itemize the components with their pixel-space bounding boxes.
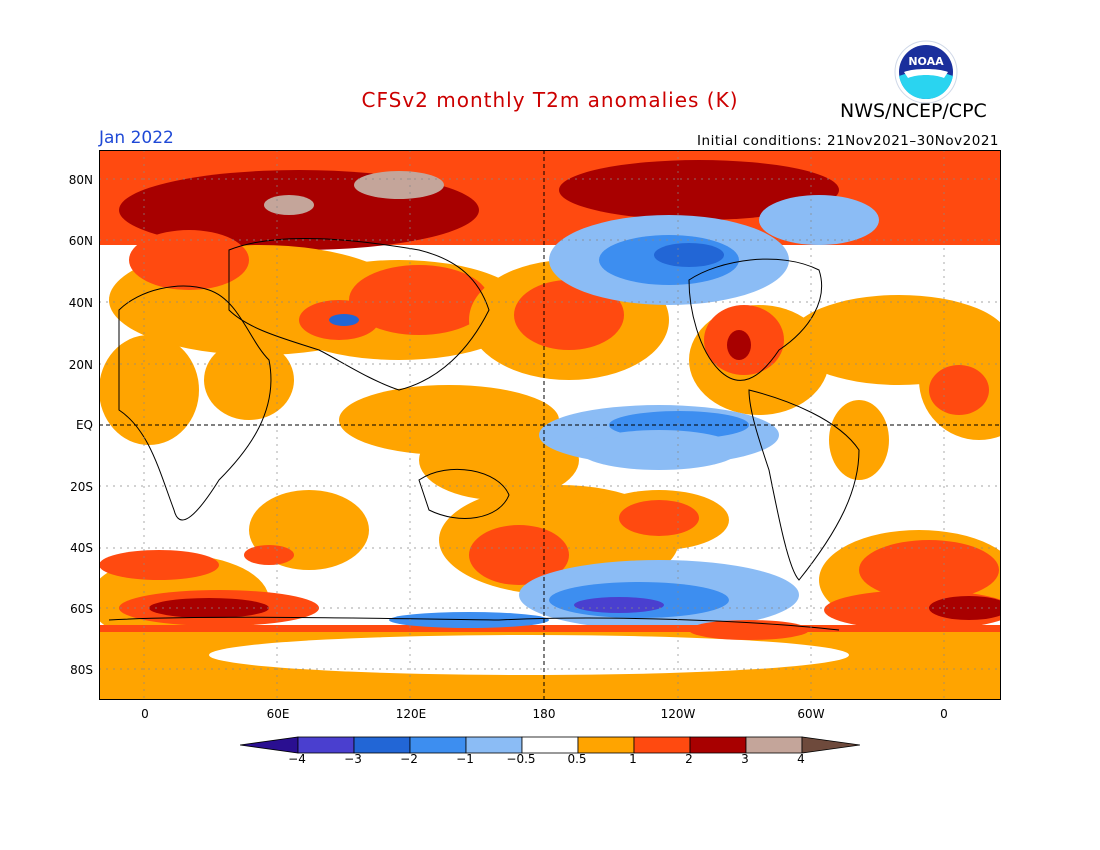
agency-label: NWS/NCEP/CPC	[840, 100, 987, 122]
color-scale-bar	[240, 736, 860, 754]
anomaly-map	[99, 150, 1001, 700]
scale-label: −3	[344, 752, 362, 766]
scale-label: 3	[741, 752, 749, 766]
map-title: CFSv2 monthly T2m anomalies (K)	[361, 88, 739, 112]
scale-segment	[465, 736, 523, 754]
coastlines	[108, 237, 860, 631]
noaa-logo-icon: NOAA	[894, 40, 958, 104]
scale-segment	[353, 736, 411, 754]
lon-label: 0	[940, 707, 948, 721]
lat-label: 60S	[70, 602, 93, 616]
lat-label: 40S	[70, 541, 93, 555]
valid-month-label: Jan 2022	[99, 128, 174, 148]
scale-label: 0.5	[567, 752, 587, 766]
greenland-hot-region	[559, 160, 839, 220]
lat-label: 40N	[68, 296, 93, 310]
scale-label: −4	[288, 752, 306, 766]
scale-label: 4	[797, 752, 805, 766]
lat-label: 20N	[68, 358, 93, 372]
scale-label: −0.5	[506, 752, 536, 766]
scale-label: −2	[400, 752, 418, 766]
lat-label: 20S	[70, 480, 93, 494]
scale-arrow-low	[240, 736, 299, 754]
scale-segment	[521, 736, 579, 754]
lon-label: 0	[141, 707, 149, 721]
scale-segment	[409, 736, 467, 754]
scale-label: 2	[685, 752, 693, 766]
scale-arrow-high	[801, 736, 860, 754]
lon-label: 60W	[797, 707, 825, 721]
scale-segment	[297, 736, 355, 754]
lat-label: 80N	[68, 173, 93, 187]
initial-conditions-label: Initial conditions: 21Nov2021–30Nov2021	[697, 133, 999, 149]
lat-label: 60N	[68, 234, 93, 248]
lat-label: EQ	[75, 418, 93, 432]
lon-label: 120E	[395, 707, 427, 721]
lat-label: 80S	[70, 663, 93, 677]
lon-label: 60E	[266, 707, 290, 721]
scale-label: −1	[456, 752, 474, 766]
logo-text: NOAA	[908, 55, 944, 68]
scale-segment	[745, 736, 803, 754]
scale-segment	[577, 736, 635, 754]
map-frame	[99, 150, 1001, 700]
scale-segment	[689, 736, 747, 754]
scale-label: 1	[629, 752, 637, 766]
scale-segment	[633, 736, 691, 754]
lon-label: 120W	[660, 707, 696, 721]
lon-label: 180	[532, 707, 556, 721]
siberia-extreme-region	[354, 171, 444, 199]
